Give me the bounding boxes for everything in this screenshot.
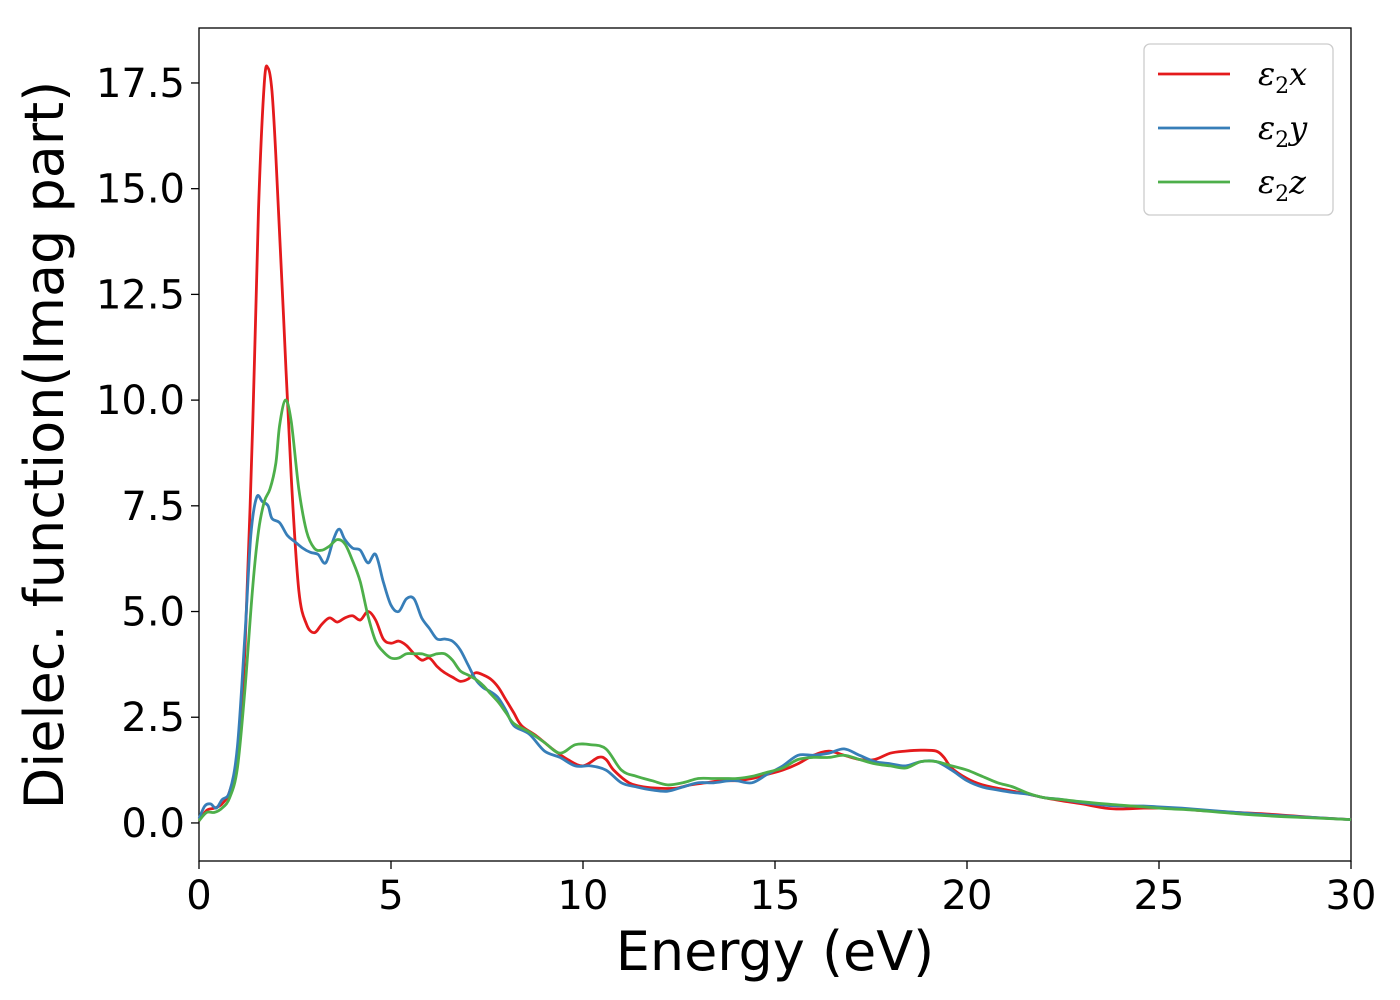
x-axis: 0 5 10 15 20 25 30 [186,861,1376,919]
x-tick-label: 5 [378,873,403,919]
y-tick-label: 17.5 [96,61,185,107]
x-axis-title: Energy (eV) [616,920,935,983]
legend-label-eps2x: ε2x [1258,55,1307,99]
y-axis: 0.0 2.5 5.0 7.5 10.0 12.5 15.0 17.5 [96,61,199,847]
series-line-eps2y [197,494,1352,821]
series-layer [197,64,1352,822]
series-line-eps2z [197,398,1352,822]
y-tick-label: 2.5 [121,695,185,741]
y-tick-label: 12.5 [96,272,185,318]
y-tick-label: 7.5 [121,484,185,530]
y-tick-label: 5.0 [121,590,185,636]
x-tick-label: 10 [558,873,609,919]
y-axis-title: Dielec. function(Imag part) [13,81,76,810]
y-tick-label: 10.0 [96,378,185,424]
legend-label-eps2y: ε2y [1258,109,1308,153]
legend-label-eps2z: ε2z [1258,163,1307,207]
y-tick-label: 15.0 [96,167,185,213]
y-tick-label: 0.0 [121,801,185,847]
x-tick-label: 30 [1326,873,1377,919]
legend-box [1143,43,1334,216]
x-tick-label: 20 [942,873,993,919]
x-tick-label: 0 [186,873,211,919]
x-tick-label: 15 [750,873,801,919]
x-tick-label: 25 [1134,873,1185,919]
legend: ε2x ε2y ε2z [1143,43,1334,216]
